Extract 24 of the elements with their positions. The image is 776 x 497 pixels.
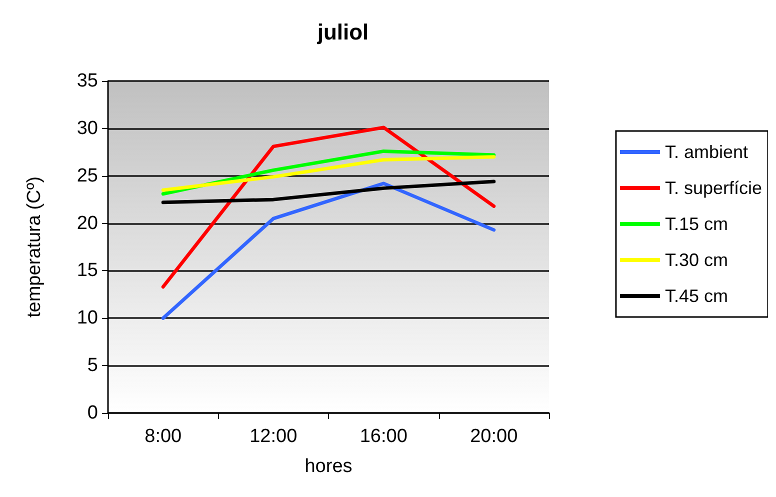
legend-label: T. ambient — [664, 142, 748, 162]
legend-label: T.30 cm — [664, 250, 728, 270]
y-tick-label: 10 — [76, 308, 98, 329]
line-series — [161, 182, 496, 320]
line-series — [161, 180, 496, 204]
legend-label: T.45 cm — [664, 286, 728, 306]
line-series — [161, 126, 496, 289]
x-tick-label: 20:00 — [470, 426, 518, 447]
y-tick-label: 30 — [76, 118, 98, 139]
x-tick-label: 16:00 — [360, 426, 408, 447]
y-tick-label: 5 — [87, 355, 98, 376]
y-tick-label: 25 — [76, 165, 98, 186]
x-axis-title: hores — [304, 456, 352, 477]
x-tick-label: 12:00 — [250, 426, 298, 447]
legend-label: T. superfície — [664, 178, 762, 198]
line-series — [161, 155, 496, 192]
y-tick-label: 20 — [76, 212, 98, 234]
x-tick-label: 8:00 — [144, 426, 182, 447]
y-tick-label: 15 — [76, 260, 98, 282]
legend-label: T.15 cm — [664, 214, 728, 234]
y-axis-title: temperatura (Cº) — [24, 176, 45, 318]
chart-title: juliol — [316, 20, 369, 44]
y-tick-label: 35 — [76, 70, 98, 92]
y-tick-label: 0 — [87, 402, 98, 424]
